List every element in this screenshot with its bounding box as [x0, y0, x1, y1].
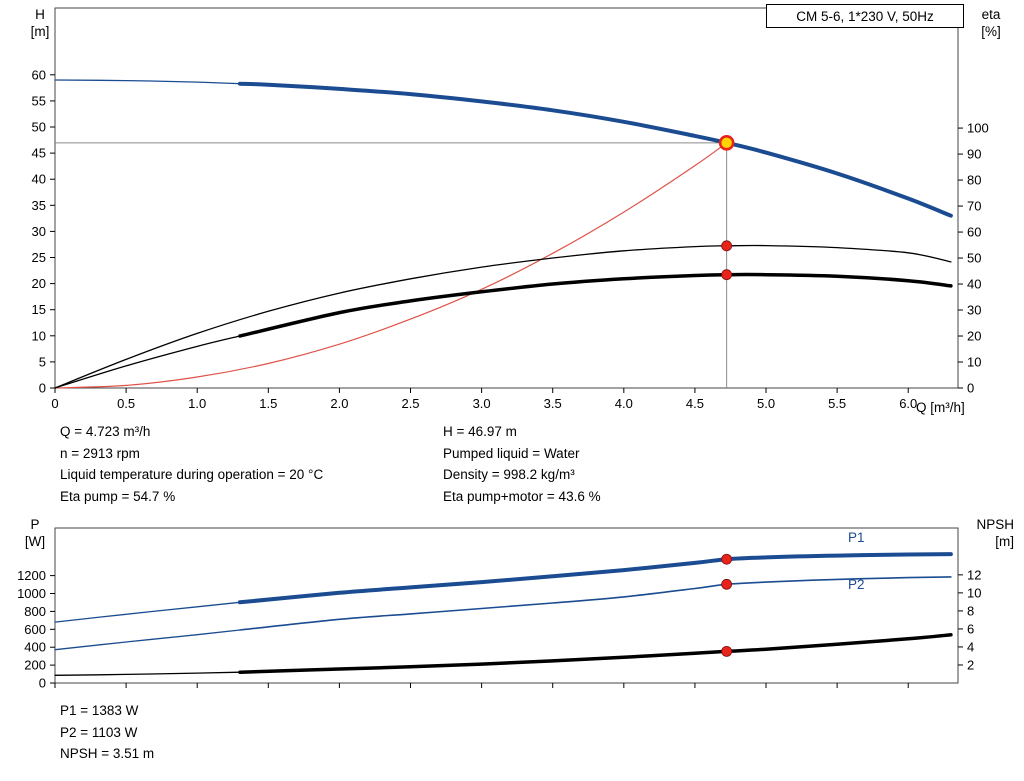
npsh-axis-title: NPSH [m]: [976, 517, 1014, 549]
head-axis-title: H [m]: [30, 7, 50, 39]
svg-text:2.5: 2.5: [401, 396, 419, 411]
pump-model-title: CM 5-6, 1*230 V, 50Hz: [766, 4, 964, 28]
svg-text:400: 400: [24, 640, 46, 655]
svg-text:15: 15: [32, 302, 46, 317]
svg-text:6: 6: [967, 621, 974, 636]
duty-head-value: H = 46.97 m: [443, 424, 517, 439]
p2-curve-label: P2: [848, 577, 865, 592]
svg-text:5.0: 5.0: [757, 396, 775, 411]
svg-text:60: 60: [32, 67, 46, 82]
svg-text:50: 50: [967, 251, 981, 266]
svg-text:10: 10: [967, 585, 981, 600]
svg-text:10: 10: [32, 328, 46, 343]
eta-pump-value: Eta pump = 54.7 %: [60, 488, 176, 504]
svg-text:3.0: 3.0: [473, 396, 491, 411]
svg-text:6.0: 6.0: [899, 396, 917, 411]
svg-text:5.5: 5.5: [828, 396, 846, 411]
liquid-temperature-value: Liquid temperature during operation = 20…: [60, 467, 324, 482]
svg-text:0: 0: [39, 381, 46, 396]
svg-text:90: 90: [967, 147, 981, 162]
svg-text:4.0: 4.0: [615, 396, 633, 411]
svg-text:55: 55: [32, 93, 46, 108]
svg-text:12: 12: [967, 567, 981, 582]
svg-text:80: 80: [967, 173, 981, 188]
svg-text:1.5: 1.5: [259, 396, 277, 411]
svg-text:20: 20: [967, 329, 981, 344]
svg-text:30: 30: [967, 303, 981, 318]
p1-curve-label: P1: [848, 530, 865, 545]
svg-text:1.0: 1.0: [188, 396, 206, 411]
svg-text:4.5: 4.5: [686, 396, 704, 411]
svg-text:40: 40: [967, 277, 981, 292]
svg-text:70: 70: [967, 199, 981, 214]
power-info-column: P1 = 1383 W P2 = 1103 W NPSH = 3.51 m: [60, 700, 154, 765]
flow-axis-title: Q [m³/h]: [916, 400, 965, 415]
svg-text:600: 600: [24, 622, 46, 637]
svg-text:1000: 1000: [17, 586, 46, 601]
svg-text:2.0: 2.0: [330, 396, 348, 411]
svg-text:800: 800: [24, 604, 46, 619]
svg-text:4: 4: [967, 639, 974, 654]
svg-text:3.5: 3.5: [544, 396, 562, 411]
svg-text:0: 0: [51, 396, 58, 411]
svg-text:8: 8: [967, 603, 974, 618]
p2-value: P2 = 1103 W: [60, 724, 138, 740]
duty-info-right-column: H = 46.97 m Pumped liquid = Water Densit…: [443, 421, 601, 507]
pumped-liquid-value: Pumped liquid = Water: [443, 445, 580, 461]
eta-pump-motor-value: Eta pump+motor = 43.6 %: [443, 488, 601, 504]
duty-info-left-column: Q = 4.723 m³/h n = 2913 rpm Liquid tempe…: [60, 421, 323, 507]
svg-text:40: 40: [32, 172, 46, 187]
power-axis-title: P [W]: [24, 517, 46, 549]
svg-text:35: 35: [32, 198, 46, 213]
duty-flow-value: Q = 4.723 m³/h: [60, 424, 151, 439]
npsh-value: NPSH = 3.51 m: [60, 746, 155, 761]
svg-text:2: 2: [967, 657, 974, 672]
svg-text:0: 0: [967, 381, 974, 396]
speed-value: n = 2913 rpm: [60, 445, 140, 461]
svg-text:50: 50: [32, 120, 46, 135]
svg-text:60: 60: [967, 225, 981, 240]
eta-axis-title: eta [%]: [981, 7, 1001, 39]
svg-text:25: 25: [32, 250, 46, 265]
svg-text:200: 200: [24, 658, 46, 673]
svg-text:0.5: 0.5: [117, 396, 135, 411]
svg-text:0: 0: [39, 676, 46, 691]
density-value: Density = 998.2 kg/m³: [443, 467, 575, 482]
svg-text:10: 10: [967, 355, 981, 370]
svg-text:20: 20: [32, 276, 46, 291]
p1-value: P1 = 1383 W: [60, 703, 139, 718]
svg-text:100: 100: [967, 121, 989, 136]
svg-text:1200: 1200: [17, 568, 46, 583]
svg-text:30: 30: [32, 224, 46, 239]
svg-text:45: 45: [32, 146, 46, 161]
svg-text:5: 5: [39, 354, 46, 369]
